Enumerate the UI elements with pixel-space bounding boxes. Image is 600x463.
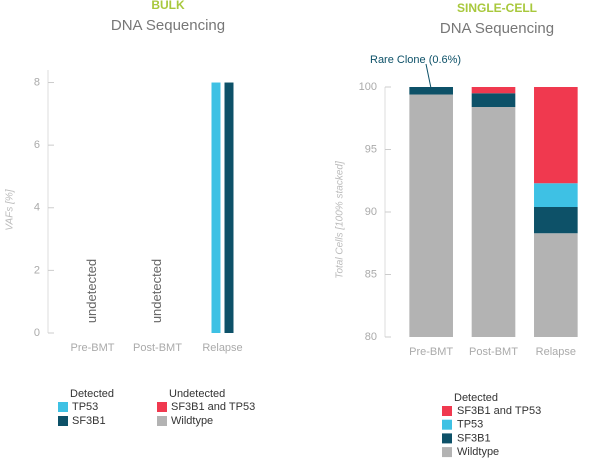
legend-label: Wildtype — [171, 415, 213, 427]
y-tick-label: 6 — [34, 139, 40, 151]
x-tick-label: Post-BMT — [133, 342, 182, 354]
y-tick-label: 2 — [34, 264, 40, 276]
y-tick-label: 80 — [365, 331, 377, 343]
bar-segment — [471, 87, 516, 94]
annotation: Rare Clone (0.6%) — [370, 54, 461, 66]
y-axis-label: Total Cells [100% stacked] — [335, 161, 346, 279]
bar-segment — [409, 94, 453, 337]
chart-title: SINGLE-CELL — [457, 1, 537, 15]
annotation: undetected — [149, 259, 164, 323]
legend-swatch — [58, 416, 68, 426]
chart-subtitle: DNA Sequencing — [111, 17, 225, 34]
legend-title: Undetected — [169, 388, 225, 400]
legend-swatch — [442, 406, 452, 416]
bar-segment — [409, 87, 453, 95]
y-tick-label: 0 — [34, 327, 40, 339]
y-tick-label: 100 — [359, 81, 377, 93]
x-tick-label: Pre-BMT — [71, 342, 115, 354]
legend-label: SF3B1 and TP53 — [457, 405, 541, 417]
chart-subtitle: DNA Sequencing — [440, 20, 554, 37]
bar-segment — [534, 207, 578, 234]
legend-swatch — [442, 419, 452, 430]
y-tick-label: 90 — [365, 206, 377, 218]
y-tick-label: 8 — [34, 76, 40, 88]
y-tick-label: 4 — [34, 202, 40, 214]
legend-swatch — [157, 402, 167, 412]
y-axis-label: VAFs [%] — [5, 189, 16, 230]
legend-swatch — [58, 402, 68, 412]
chart-title: BULK — [151, 0, 185, 12]
bar-segment — [534, 233, 578, 337]
annotation: undetected — [84, 259, 99, 323]
x-tick-label: Post-BMT — [469, 346, 518, 358]
legend-label: TP53 — [457, 419, 483, 431]
legend-label: SF3B1 — [72, 415, 106, 427]
legend-label: TP53 — [72, 401, 98, 413]
y-tick-label: 85 — [365, 268, 377, 280]
bar-segment — [471, 93, 516, 107]
x-tick-label: Pre-BMT — [409, 346, 453, 358]
legend-swatch — [442, 433, 452, 444]
bar-segment — [471, 107, 516, 337]
legend-label: SF3B1 and TP53 — [171, 401, 255, 413]
legend-label: Wildtype — [457, 446, 499, 458]
x-tick-label: Relapse — [536, 346, 576, 358]
legend-swatch — [157, 416, 167, 426]
x-tick-label: Relapse — [202, 342, 242, 354]
bar-segment — [534, 183, 578, 207]
y-tick-label: 95 — [365, 143, 377, 155]
bar-segment — [534, 87, 578, 184]
legend-title: Detected — [70, 388, 114, 400]
legend-swatch — [442, 447, 452, 458]
bar — [224, 82, 234, 334]
annotation-arrow — [425, 63, 432, 90]
bar — [211, 82, 221, 334]
legend-title: Detected — [454, 392, 498, 404]
legend-label: SF3B1 — [457, 432, 491, 444]
